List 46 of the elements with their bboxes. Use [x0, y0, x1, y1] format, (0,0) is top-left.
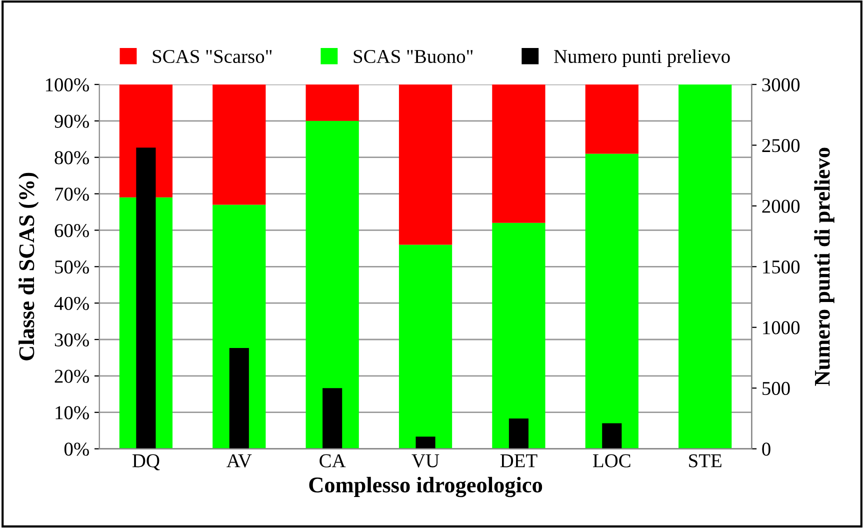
y2-tick-label: 0 — [762, 442, 770, 456]
y-tick-label: 70% — [55, 188, 89, 201]
bar — [492, 84, 546, 223]
bar — [398, 244, 452, 449]
y2-tick-label: 3000 — [762, 78, 800, 92]
x-tick-label: LOC — [593, 454, 630, 468]
y2-tick-label: 2000 — [762, 200, 800, 213]
x-tick-label: VU — [412, 454, 440, 468]
bar — [602, 423, 622, 449]
legend-label: SCAS "Buono" — [354, 50, 473, 64]
legend-label: SCAS "Scarso" — [152, 50, 272, 64]
x-axis-title: Complesso idrogeologico — [309, 476, 542, 498]
y2-tick-label: 1500 — [763, 260, 800, 274]
y-tick-label: 90% — [54, 114, 89, 128]
y-tick-label: 100% — [46, 78, 89, 92]
y-tick-label: 80% — [54, 151, 89, 164]
x-tick-label: DET — [500, 454, 538, 468]
bar — [306, 84, 359, 121]
y2-tick-label: 1000 — [763, 321, 800, 334]
y2-axis-title: Numero punti di prelievo — [814, 148, 834, 386]
x-tick-label: STE — [689, 454, 722, 468]
bar — [585, 84, 638, 154]
y2-tick-label: 2500 — [762, 139, 800, 152]
y-tick-label: 30% — [54, 333, 89, 347]
x-tick-label: AV — [226, 454, 252, 468]
bar — [398, 84, 452, 245]
y2-tick-label: 500 — [762, 382, 790, 396]
x-tick-label: DQ — [132, 454, 160, 470]
y-axis-title: Classe di SCAS (%) — [18, 172, 39, 360]
y-tick-label: 0% — [64, 442, 89, 456]
bar — [508, 418, 528, 449]
bar — [229, 348, 249, 449]
bar — [678, 84, 732, 449]
bar — [585, 154, 638, 449]
bar — [492, 222, 546, 449]
bar — [416, 436, 436, 449]
bar — [306, 120, 359, 449]
bar — [212, 84, 266, 205]
y-tick-label: 60% — [54, 224, 89, 238]
x-tick-label: CA — [320, 454, 346, 468]
legend-label: Numero punti prelievo — [554, 49, 730, 67]
bar — [322, 388, 342, 449]
y-tick-label: 20% — [54, 370, 89, 383]
y-tick-label: 50% — [55, 260, 89, 274]
y-tick-label: 10% — [56, 406, 89, 420]
y-tick-label: 40% — [54, 296, 89, 310]
